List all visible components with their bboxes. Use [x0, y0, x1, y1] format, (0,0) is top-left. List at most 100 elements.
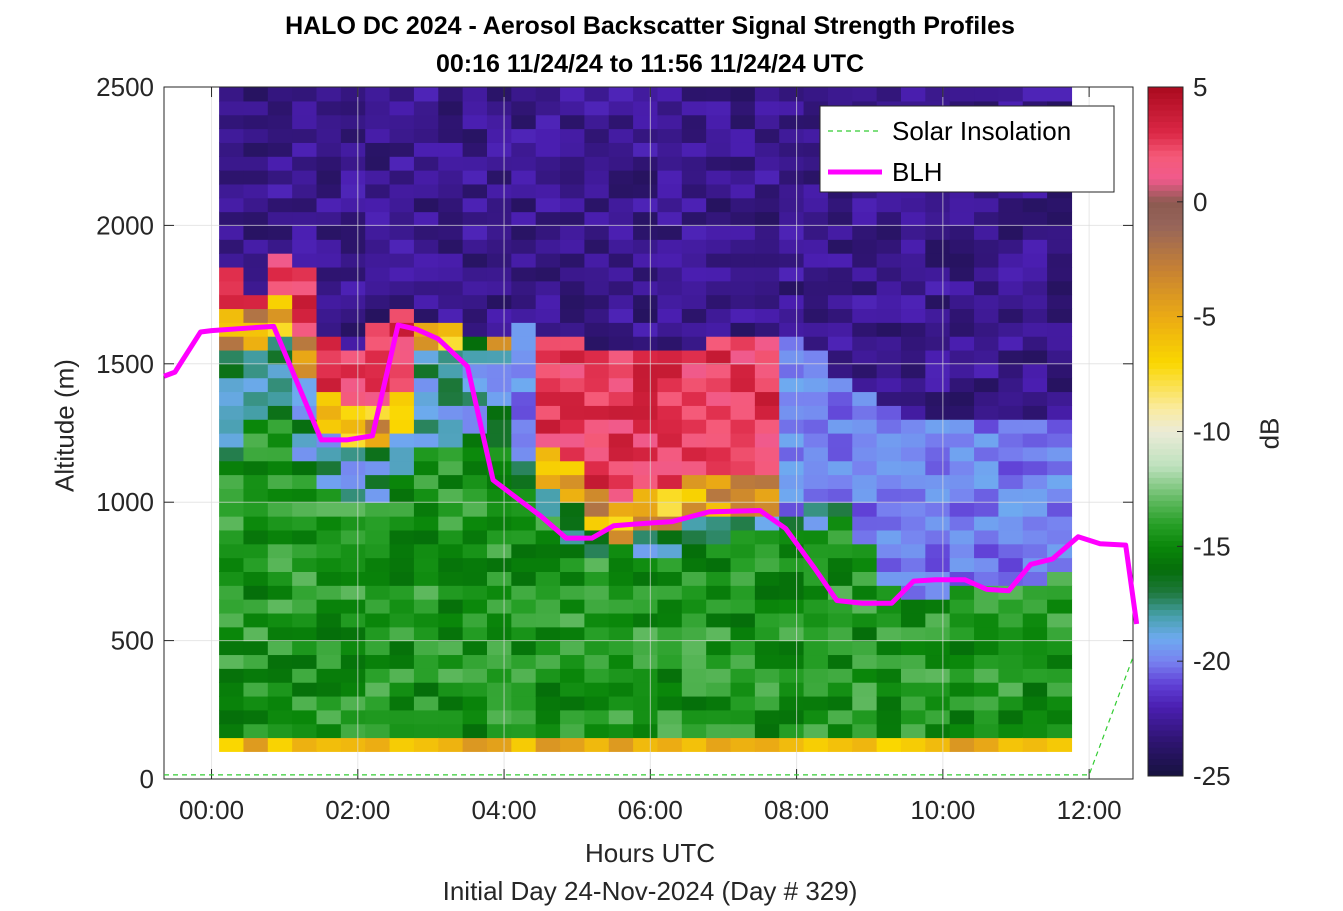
colorbar-segment — [1148, 638, 1183, 645]
heatmap-cell — [730, 183, 756, 199]
heatmap-cell — [681, 253, 707, 268]
heatmap-cell — [633, 239, 659, 254]
heatmap-cell — [389, 529, 415, 545]
heatmap-cell — [925, 585, 951, 600]
heatmap-cell — [706, 474, 732, 489]
heatmap-cell — [827, 460, 853, 476]
heatmap-cell — [633, 488, 659, 503]
heatmap-cell — [681, 460, 707, 476]
heatmap-cell — [292, 266, 318, 282]
heatmap-cell — [681, 363, 707, 379]
heatmap-cell — [900, 419, 926, 434]
heatmap-cell — [486, 585, 512, 600]
heatmap-cell — [1022, 419, 1048, 434]
heatmap-cell — [243, 211, 269, 226]
heatmap-cell — [267, 294, 293, 310]
colorbar-tick-label: 0 — [1193, 187, 1207, 217]
heatmap-cell — [657, 266, 683, 282]
heatmap-cell — [486, 183, 512, 199]
x-tick-label: 06:00 — [618, 795, 683, 825]
heatmap-cell — [219, 308, 245, 323]
heatmap-cell — [681, 640, 707, 656]
heatmap-cell — [925, 266, 951, 282]
heatmap-cell — [560, 695, 585, 711]
heatmap-cell — [681, 571, 707, 586]
heatmap-cell — [511, 377, 537, 393]
heatmap-cell — [267, 723, 293, 739]
heatmap-cell — [779, 377, 805, 393]
heatmap-cell — [1022, 599, 1048, 614]
heatmap-cell — [754, 460, 780, 476]
heatmap-cell — [1047, 709, 1073, 725]
heatmap-cell — [779, 114, 805, 130]
heatmap-cell — [365, 599, 391, 614]
heatmap-cell — [535, 405, 561, 420]
heatmap-cell — [730, 585, 756, 600]
heatmap-cell — [292, 640, 318, 656]
heatmap-cell — [340, 612, 366, 628]
heatmap-cell — [608, 253, 634, 268]
heatmap-cell — [316, 640, 342, 656]
heatmap-cell — [608, 599, 634, 614]
heatmap-cell — [486, 100, 512, 116]
heatmap-cell — [219, 349, 245, 365]
heatmap-cell — [657, 225, 683, 240]
heatmap-cell — [779, 446, 805, 462]
heatmap-cell — [560, 225, 585, 240]
heatmap-cell — [852, 87, 878, 102]
heatmap-cell — [316, 253, 342, 268]
heatmap-cell — [584, 197, 610, 213]
heatmap-cell — [852, 668, 878, 683]
heatmap-cell — [1047, 433, 1073, 448]
heatmap-cell — [730, 156, 756, 171]
heatmap-cell — [389, 100, 415, 116]
heatmap-cell — [365, 239, 391, 254]
heatmap-cell — [340, 266, 366, 282]
heatmap-cell — [365, 280, 391, 296]
heatmap-cell — [389, 474, 415, 489]
heatmap-cell — [511, 280, 537, 296]
heatmap-cell — [949, 322, 975, 337]
heatmap-cell — [949, 391, 975, 406]
heatmap-cell — [633, 170, 659, 185]
heatmap-cell — [681, 668, 707, 683]
heatmap-cell — [803, 460, 829, 476]
heatmap-cell — [292, 433, 318, 448]
heatmap-cell — [267, 100, 293, 116]
heatmap-cell — [803, 737, 829, 752]
heatmap-cell — [876, 640, 902, 656]
colorbar-segment — [1148, 425, 1183, 432]
heatmap-cell — [340, 142, 366, 157]
heatmap-cell — [438, 239, 464, 254]
heatmap-cell — [584, 225, 610, 240]
heatmap-cell — [633, 156, 659, 171]
heatmap-cell — [974, 225, 1000, 240]
heatmap-cell — [900, 253, 926, 268]
heatmap-cell — [438, 405, 464, 420]
heatmap-cell — [900, 502, 926, 517]
heatmap-cell — [438, 446, 464, 462]
heatmap-cell — [462, 308, 488, 323]
heatmap-cell — [365, 363, 391, 379]
heatmap-cell — [827, 571, 853, 586]
heatmap-cell — [462, 529, 488, 545]
heatmap-cell — [413, 723, 439, 739]
heatmap-cell — [998, 211, 1024, 226]
heatmap-cell — [486, 668, 512, 683]
heatmap-cell — [949, 723, 975, 739]
heatmap-cell — [1022, 433, 1048, 448]
heatmap-cell — [486, 377, 512, 393]
heatmap-cell — [974, 253, 1000, 268]
heatmap-cell — [438, 599, 464, 614]
heatmap-cell — [608, 626, 634, 642]
heatmap-cell — [633, 197, 659, 213]
heatmap-cell — [462, 114, 488, 130]
heatmap-cell — [389, 87, 415, 102]
heatmap-cell — [267, 502, 293, 517]
heatmap-cell — [779, 488, 805, 503]
colorbar-segment — [1148, 741, 1183, 748]
heatmap-cell — [413, 682, 439, 697]
heatmap-cell — [730, 599, 756, 614]
heatmap-cell — [876, 516, 902, 531]
heatmap-cell — [803, 419, 829, 434]
